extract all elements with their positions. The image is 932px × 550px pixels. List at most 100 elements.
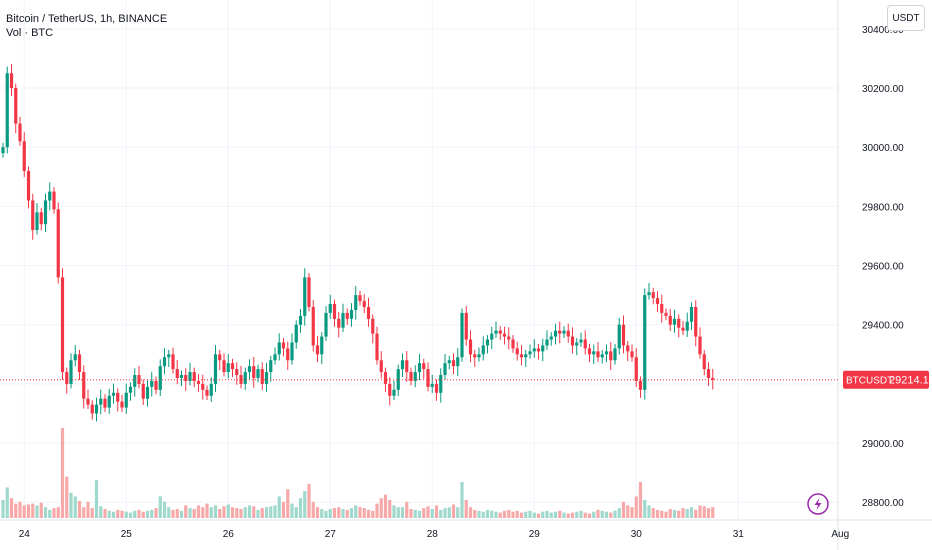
last-price-tag: BTCUSDT 29214.17 [843,370,932,389]
volume-bar [371,510,375,518]
candle-body [579,339,583,343]
volume-bar [553,511,558,518]
candle-body [247,366,252,373]
volume-bar [349,508,354,518]
volume-bar [643,500,647,518]
candle-body [409,372,413,381]
volume-bar [617,508,621,518]
candle-body [558,330,562,334]
candle-body [201,383,205,390]
candle-body [1,147,5,154]
volume-bar [167,507,171,518]
candle-body [48,191,52,201]
volume-bar [209,507,213,518]
candle-body [116,392,120,402]
candle-body [451,360,456,367]
currency-button[interactable]: USDT [887,5,925,31]
volume-bar [281,501,286,518]
volume-bar [566,513,570,518]
candle-body [553,330,558,337]
volume-bar [48,509,52,518]
volume-bar [609,512,613,518]
price-tick-label: 29000.00 [862,439,904,450]
volume-bar [35,505,39,518]
volume-bar [213,505,218,518]
volume-bar [451,504,456,518]
volume-bar [69,492,73,518]
candle-body [549,336,553,340]
volume-bar [158,496,162,518]
volume-bar [511,511,515,518]
volume-bar [630,507,634,518]
volume-bar [65,476,69,518]
price-axis[interactable]: 28800.0029000.0029200.0029400.0029600.00… [862,25,904,509]
candle-body [124,392,128,408]
symbol-title[interactable]: Bitcoin / TetherUS, 1h, BINANCE [6,13,168,25]
volume-bar [120,510,124,518]
time-tick-label: 25 [121,529,133,540]
volume-bar [103,509,107,518]
volume-bar [600,510,604,518]
volume-bar [192,509,196,518]
candle-body [511,339,515,349]
candle-body [422,363,426,370]
candle-body [218,354,222,361]
candle-body [196,380,201,384]
volume-bar [490,510,494,518]
candle-body [345,312,349,319]
volume-bar [366,509,371,518]
volume-bar [422,508,426,518]
candle-body [205,389,209,396]
volume-bar [290,503,294,518]
volume-bar [634,496,638,518]
volume-bar [111,511,116,518]
volume-indicator-label[interactable]: Vol · BTC [6,27,54,39]
volume-bar [43,507,48,518]
volume-bar [702,506,706,518]
candle-body [145,386,150,399]
last-price-tag-symbol: BTCUSDT [846,376,893,387]
volume-bar [90,508,94,518]
candle-body [243,372,247,384]
candle-body [235,369,239,376]
candle-body [545,339,549,346]
candle-body [86,398,90,405]
candle-body [490,333,494,340]
time-axis[interactable]: 24 25 26 27 28 29 30 31 Aug [19,529,849,540]
volume-bar [592,511,596,518]
price-tick-label: 29400.00 [862,321,904,332]
volume-bar [613,510,617,518]
candle-body [498,330,502,334]
candle-body [290,342,294,361]
candle-body [175,369,179,378]
volume-bar [528,510,532,518]
volume-bar [485,509,490,518]
volume-bar [298,498,303,518]
volume-bar [179,510,184,518]
lightning-bolt-icon[interactable] [807,493,829,515]
volume-bar [145,510,150,518]
candle-body [188,372,192,381]
candle-body [519,354,524,358]
volume-bar [18,501,22,518]
volume-bar [99,506,103,518]
volume-bar [677,510,681,518]
candle-body [371,318,375,334]
candle-body [141,383,145,399]
price-tick-label: 28800.00 [862,498,904,509]
candle-body [354,295,358,310]
candle-body [392,389,396,396]
volume-bar [388,500,392,518]
volume-bar [660,510,664,518]
candle-body [337,318,341,328]
candle-body [303,277,307,316]
candle-body [209,383,213,396]
candle-body [494,330,498,334]
volume-bar [320,509,324,518]
candle-body [651,292,655,299]
candle-body [388,383,392,396]
candle-body [277,342,281,355]
volume-bar [82,507,86,518]
volume-bars [1,428,715,518]
